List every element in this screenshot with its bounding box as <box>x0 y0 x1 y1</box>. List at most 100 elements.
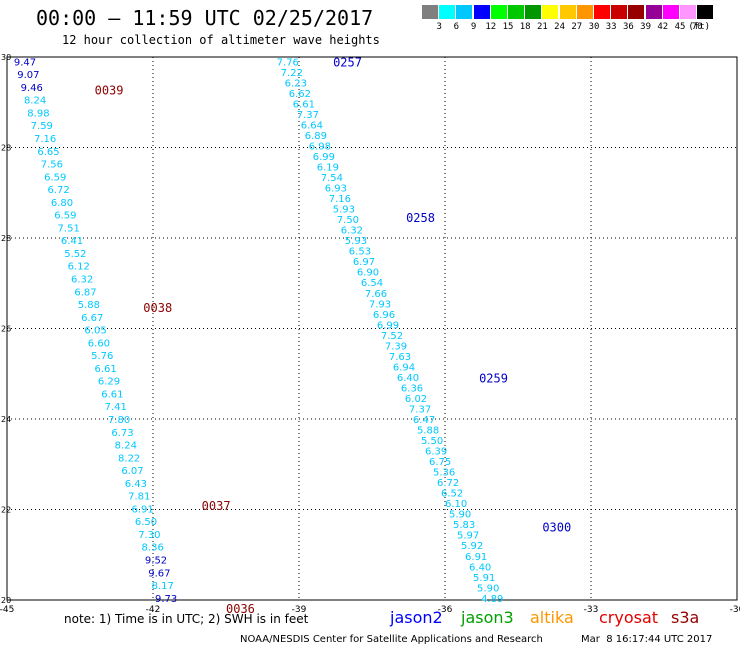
swh-value-label: 6.52 <box>441 489 463 500</box>
swh-value-label: 7.30 <box>138 530 160 541</box>
pass-time-label: 0259 <box>479 371 508 385</box>
legend-tick-label: 3 <box>436 22 442 32</box>
swh-value-label: 6.40 <box>469 562 491 573</box>
swh-value-label: 6.90 <box>357 268 379 279</box>
legend-swatch <box>559 5 576 19</box>
swh-value-label: 6.80 <box>51 198 73 209</box>
swh-value-label: 6.59 <box>54 211 76 222</box>
x-tick-label: -39 <box>292 605 307 615</box>
y-tick-label: 24 <box>1 415 11 424</box>
swh-value-label: 5.76 <box>91 351 113 362</box>
swh-value-label: 7.22 <box>281 68 303 79</box>
legend-tick-label: 30 <box>588 22 600 32</box>
swh-value-label: 6.65 <box>37 147 59 158</box>
swh-value-label: 6.29 <box>98 377 120 388</box>
legend-tick-label: 45 <box>674 22 686 32</box>
swh-value-label: 7.80 <box>108 415 130 426</box>
swh-value-label: 9.47 <box>14 57 36 68</box>
swh-value-label: 6.99 <box>377 320 399 331</box>
satellite-label-jason2: jason2 <box>390 608 443 627</box>
swh-value-label: 7.16 <box>329 194 351 205</box>
legend-tick-label: 24 <box>554 22 566 32</box>
swh-value-label: 6.72 <box>47 185 69 196</box>
swh-value-label: 6.98 <box>309 141 331 152</box>
legend-tick-label: 33 <box>605 22 617 32</box>
swh-value-label: 7.16 <box>34 134 56 145</box>
legend-swatch <box>422 5 438 19</box>
swh-value-label: 6.47 <box>413 415 435 426</box>
legend-tick-label: 27 <box>571 22 583 32</box>
legend-tick-label: 21 <box>536 22 548 32</box>
swh-value-label: 8.22 <box>118 453 140 464</box>
legend-tick-label: 39 <box>640 22 652 32</box>
satellite-label-cryosat: cryosat <box>599 608 659 627</box>
swh-value-label: 6.19 <box>317 163 339 174</box>
swh-value-label: 5.90 <box>449 510 471 521</box>
swh-value-label: 7.56 <box>41 160 63 171</box>
pass-time-label: 0037 <box>202 499 231 513</box>
swh-value-label: 6.60 <box>88 338 110 349</box>
swh-value-label: 8.17 <box>152 581 174 592</box>
swh-value-label: 7.50 <box>337 215 359 226</box>
swh-value-label: 5.93 <box>333 205 355 216</box>
legend-tick-label: 12 <box>485 22 497 32</box>
x-tick-label: -30 <box>730 605 740 615</box>
swh-value-label: 6.07 <box>121 466 143 477</box>
legend-swatch <box>697 5 714 19</box>
legend-swatch <box>439 5 456 19</box>
swh-value-label: 6.64 <box>301 120 323 131</box>
pass-time-label: 0038 <box>143 301 172 315</box>
swh-value-label: 6.61 <box>95 364 117 375</box>
swh-value-label: 6.50 <box>135 517 157 528</box>
swh-value-label: 4.89 <box>481 594 503 605</box>
swh-value-label: 6.61 <box>101 389 123 400</box>
footer-note: note: 1) Time is in UTC; 2) SWH is in fe… <box>64 612 309 626</box>
y-tick-label: 26 <box>1 325 11 334</box>
swh-value-label: 7.81 <box>128 492 150 503</box>
legend-tick-label: 9 <box>470 22 477 32</box>
swh-value-label: 6.99 <box>313 152 335 163</box>
footer-timestamp: Mar 8 16:17:44 UTC 2017 <box>581 634 713 645</box>
chart-title: 00:00 – 11:59 UTC 02/25/2017 <box>36 6 374 30</box>
pass-time-label: 0036 <box>226 602 255 616</box>
swh-value-label: 6.72 <box>437 478 459 489</box>
swh-value-label: 8.24 <box>24 96 46 107</box>
y-tick-label: 30 <box>1 53 11 62</box>
legend-swatch <box>508 5 524 19</box>
legend-tick-label: 18 <box>519 22 531 32</box>
swh-value-label: 5.97 <box>457 531 479 542</box>
x-tick-label: -33 <box>584 605 599 615</box>
swh-value-label: 6.91 <box>131 504 153 515</box>
swh-value-label: 6.54 <box>361 278 383 289</box>
swh-value-label: 9.46 <box>21 83 43 94</box>
legend-tick-label: 6 <box>453 22 460 32</box>
swh-value-label: 5.91 <box>473 573 495 584</box>
swh-value-label: 7.37 <box>297 110 319 121</box>
legend-tick-label: 36 <box>622 22 634 32</box>
y-tick-label: 22 <box>1 506 11 515</box>
swh-value-label: 6.41 <box>61 236 83 247</box>
swh-value-label: 9.73 <box>155 594 177 605</box>
swh-value-label: 5.93 <box>345 236 367 247</box>
swh-value-label: 5.92 <box>461 541 483 552</box>
swh-value-label: 6.62 <box>289 89 311 100</box>
swh-value-label: 7.41 <box>105 402 127 413</box>
legend-swatch <box>542 5 559 19</box>
swh-value-label: 7.93 <box>369 299 391 310</box>
swh-value-label: 7.63 <box>389 352 411 363</box>
swh-value-label: 6.40 <box>397 373 419 384</box>
swh-value-label: 8.24 <box>115 441 137 452</box>
y-tick-label: 28 <box>1 234 11 243</box>
swh-value-label: 9.52 <box>145 556 167 567</box>
swh-value-label: 8.36 <box>142 543 164 554</box>
satellite-label-jason3: jason3 <box>461 608 514 627</box>
swh-value-label: 5.83 <box>453 520 475 531</box>
swh-value-label: 6.73 <box>111 428 133 439</box>
swh-value-label: 5.50 <box>421 436 443 447</box>
swh-value-label: 6.12 <box>68 262 90 273</box>
swh-value-label: 6.97 <box>353 257 375 268</box>
swh-value-label: 5.90 <box>477 583 499 594</box>
swh-value-label: 6.96 <box>373 310 395 321</box>
swh-value-label: 8.98 <box>27 108 49 119</box>
